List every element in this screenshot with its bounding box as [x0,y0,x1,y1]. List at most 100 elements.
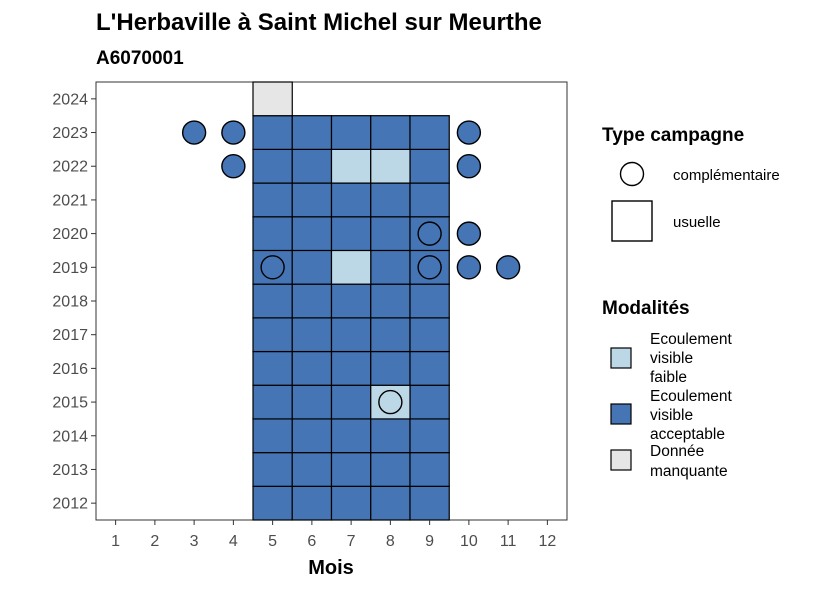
tile-2021-7 [330,182,372,218]
tile-2013-9 [409,452,450,487]
usuelle-cells [252,81,450,521]
tile-2022-6 [291,148,333,184]
tile-2018-8 [370,283,411,319]
tile-2018-9 [409,283,450,319]
legend: Type campagne complémentaire usuelle Mod… [602,125,780,480]
legend-type-title: Type campagne [602,125,744,146]
tile-2016-6 [291,350,333,386]
x-tick-label-5: 5 [268,533,277,550]
y-axis: 2012 2013 2014 2015 2016 2017 2018 2019 2020 2021… [52,91,96,513]
tile-2021-6 [291,182,333,218]
tile-2017-5 [252,317,293,353]
y-tick-label-2021: 2021 [52,192,88,209]
y-tick-label-2018: 2018 [52,294,88,311]
tile-2016-5 [252,350,293,386]
point-2019-5 [260,255,285,280]
y-tick-label-2013: 2013 [52,462,88,479]
legend-key-faible [610,347,632,369]
tile-2018-6 [291,283,333,319]
tile-2013-8 [370,452,411,487]
tile-2013-5 [252,452,293,487]
point-2019-10 [456,255,482,280]
x-tick-label-8: 8 [386,533,395,550]
y-tick-label-2012: 2012 [52,496,88,513]
x-tick-label-10: 10 [460,533,478,550]
y-tick-label-2019: 2019 [52,260,88,277]
legend-label-manquante-1: Donnée [650,443,704,460]
tile-2021-8 [370,182,411,218]
x-tick-label-4: 4 [229,533,238,550]
tile-2020-6 [291,216,333,252]
tile-2020-8 [370,216,411,252]
tile-2017-6 [291,317,333,353]
tile-2014-7 [330,418,372,454]
tile-2014-8 [370,418,411,454]
x-tick-label-7: 7 [347,533,356,550]
tile-2023-5 [252,115,293,150]
legend-type-label-usuelle: usuelle [673,214,721,231]
point-2022-10 [456,154,482,179]
y-tick-label-2020: 2020 [52,226,88,243]
tile-2015-6 [291,384,333,420]
tile-2022-5 [252,148,293,184]
point-2020-10 [456,221,482,246]
tile-2018-7 [330,283,372,319]
tile-2022-8 [370,148,411,184]
tile-2012-8 [370,485,411,521]
legend-square-key [611,200,653,242]
y-tick-label-2014: 2014 [52,428,88,445]
tile-2019-7 [330,249,372,285]
y-tick-label-2023: 2023 [52,125,88,142]
tile-2021-5 [252,182,293,218]
tile-2016-9 [409,350,450,386]
tile-2020-7 [330,216,372,252]
legend-type-label-complementaire: complémentaire [673,167,780,184]
legend-circle-key [619,161,645,187]
chart-title: L'Herbaville à Saint Michel sur Meurthe [96,9,542,36]
point-2020-9 [417,221,442,246]
tile-2017-7 [330,317,372,353]
tile-2015-7 [330,384,372,420]
tile-2016-7 [330,350,372,386]
tile-2023-7 [330,115,372,150]
tile-2022-9 [409,148,450,184]
tile-2015-9 [409,384,450,420]
x-axis-title: Mois [308,557,354,579]
legend-label-acceptable-1: Ecoulement [650,388,733,405]
x-tick-label-3: 3 [190,533,199,550]
tile-2023-6 [291,115,333,150]
x-tick-label-1: 1 [111,533,120,550]
complementaire-points [181,120,521,415]
tile-2023-8 [370,115,411,150]
x-tick-label-11: 11 [500,533,517,550]
tile-2021-9 [409,182,450,218]
tile-2022-7 [330,148,372,184]
tile-2013-7 [330,452,372,487]
legend-label-acceptable-2: visible [650,407,693,424]
tile-2019-8 [370,249,411,285]
tile-2023-9 [409,115,450,150]
legend-label-manquante-2: manquante [650,463,728,480]
y-tick-label-2017: 2017 [52,327,88,344]
x-axis: 1 2 3 4 5 6 7 8 9 10 11 12 [111,520,556,550]
legend-modalites-title: Modalités [602,298,690,319]
point-2023-4 [221,120,246,145]
y-tick-label-2016: 2016 [52,361,88,378]
tile-2012-6 [291,485,333,521]
point-2022-4 [221,154,246,179]
x-tick-label-2: 2 [150,533,159,550]
legend-label-acceptable-3: acceptable [650,426,725,443]
tile-2018-5 [252,283,293,319]
point-2019-11 [495,255,521,280]
tile-2012-5 [252,485,293,521]
point-2023-10 [456,120,482,145]
legend-label-faible-1: Ecoulement [650,331,733,348]
tile-2014-6 [291,418,333,454]
tile-2019-6 [291,249,333,285]
tile-2014-5 [252,418,293,454]
point-2015-8 [378,389,403,415]
y-tick-label-2015: 2015 [52,395,88,412]
x-tick-label-6: 6 [307,533,316,550]
legend-label-faible-3: faible [650,369,687,386]
